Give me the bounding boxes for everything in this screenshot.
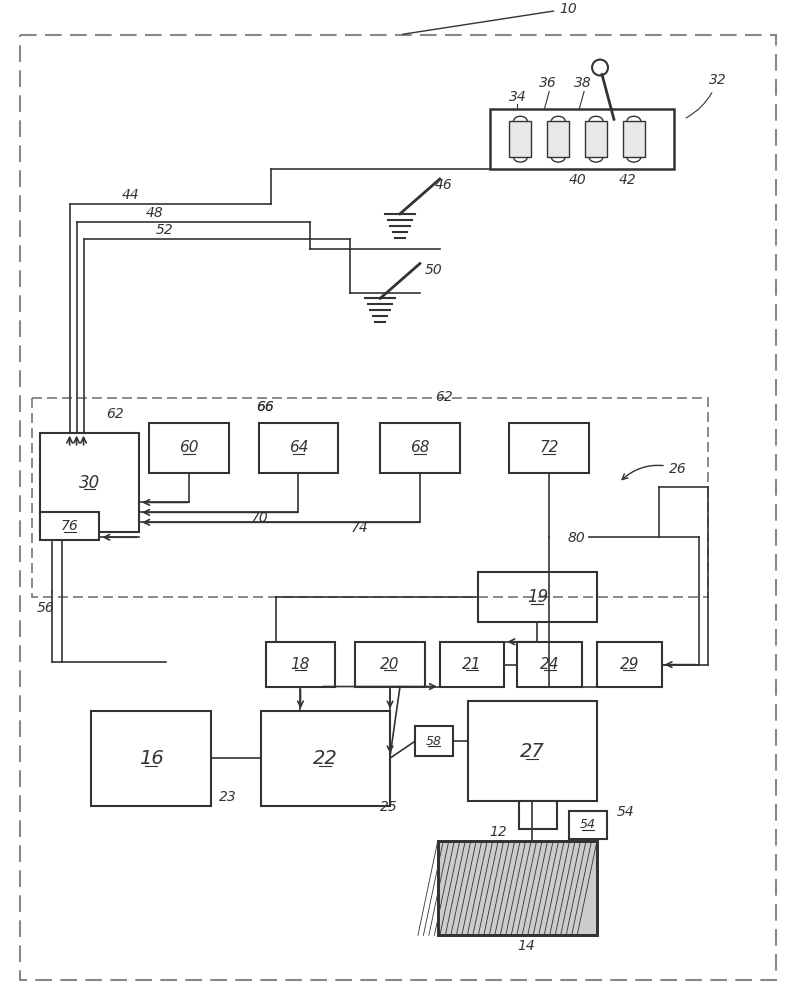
Bar xyxy=(569,811,607,839)
Text: 22: 22 xyxy=(313,749,338,768)
Bar xyxy=(509,423,589,473)
Bar xyxy=(149,423,229,473)
Text: 46: 46 xyxy=(435,178,452,192)
Bar xyxy=(478,572,597,622)
Text: 38: 38 xyxy=(574,76,592,90)
Bar xyxy=(585,121,607,157)
Text: 54: 54 xyxy=(580,818,596,831)
Text: 48: 48 xyxy=(146,206,164,220)
Text: 12: 12 xyxy=(489,825,508,839)
Text: 74: 74 xyxy=(350,521,368,535)
Text: 18: 18 xyxy=(290,657,310,672)
Bar xyxy=(355,642,425,687)
Text: 21: 21 xyxy=(462,657,482,672)
Text: 44: 44 xyxy=(121,188,139,202)
Bar xyxy=(623,121,645,157)
Text: 58: 58 xyxy=(426,735,442,748)
Bar xyxy=(438,841,597,935)
Text: 50: 50 xyxy=(425,263,443,277)
Bar xyxy=(517,642,582,687)
Bar xyxy=(266,642,335,687)
Text: 16: 16 xyxy=(139,749,164,768)
Text: 14: 14 xyxy=(517,939,535,953)
Text: 66: 66 xyxy=(255,400,274,414)
Bar xyxy=(547,121,569,157)
Bar xyxy=(32,398,709,597)
Text: 19: 19 xyxy=(527,588,548,606)
Text: 10: 10 xyxy=(403,2,577,34)
Text: 68: 68 xyxy=(410,440,429,455)
Text: 72: 72 xyxy=(539,440,559,455)
Text: 42: 42 xyxy=(619,173,637,187)
Bar xyxy=(261,711,390,806)
Text: 27: 27 xyxy=(520,742,545,761)
Text: 25: 25 xyxy=(380,800,398,814)
Text: 64: 64 xyxy=(289,440,308,455)
Text: 54: 54 xyxy=(617,805,634,819)
Text: 76: 76 xyxy=(61,519,78,533)
Text: 24: 24 xyxy=(540,657,559,672)
Text: 62: 62 xyxy=(106,407,124,421)
Text: 60: 60 xyxy=(180,440,199,455)
Bar xyxy=(597,642,662,687)
Bar xyxy=(40,433,140,532)
Text: 36: 36 xyxy=(539,76,557,90)
Text: 56: 56 xyxy=(37,601,54,615)
Bar xyxy=(440,642,504,687)
Bar xyxy=(40,512,100,540)
Bar xyxy=(415,726,452,756)
Bar xyxy=(438,841,597,935)
Text: 34: 34 xyxy=(509,90,527,104)
Bar xyxy=(380,423,460,473)
Text: 66: 66 xyxy=(255,400,274,414)
Text: 30: 30 xyxy=(79,474,100,492)
Bar xyxy=(489,109,674,169)
Text: 29: 29 xyxy=(619,657,639,672)
Text: 62: 62 xyxy=(435,390,452,404)
Bar xyxy=(92,711,211,806)
Bar xyxy=(468,701,597,801)
Text: 20: 20 xyxy=(381,657,400,672)
Bar xyxy=(519,801,557,829)
Text: 70: 70 xyxy=(251,511,268,525)
Bar xyxy=(509,121,531,157)
Text: 80: 80 xyxy=(567,531,585,545)
Text: 23: 23 xyxy=(219,790,237,804)
Text: 32: 32 xyxy=(686,73,726,118)
Text: 40: 40 xyxy=(569,173,587,187)
Circle shape xyxy=(592,60,608,75)
Text: 52: 52 xyxy=(156,223,174,237)
Text: 26: 26 xyxy=(622,462,686,480)
Bar xyxy=(259,423,338,473)
